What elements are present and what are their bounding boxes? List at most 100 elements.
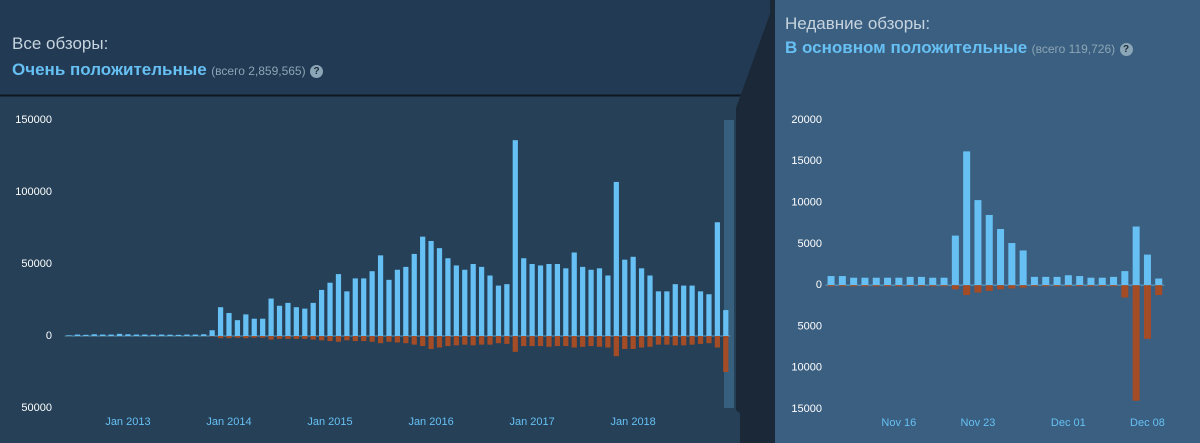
bar	[1132, 285, 1140, 401]
bar	[260, 318, 266, 336]
bar	[940, 277, 948, 286]
bar	[963, 285, 971, 296]
bar	[344, 336, 350, 341]
bar	[537, 336, 544, 347]
bar	[487, 275, 493, 336]
bar	[647, 336, 653, 347]
bar	[985, 285, 993, 291]
bar	[361, 336, 367, 342]
bar	[327, 282, 333, 336]
bar	[529, 336, 535, 347]
bar	[1087, 285, 1095, 287]
help-icon[interactable]: ?	[310, 65, 324, 78]
bar	[369, 336, 375, 342]
y-tick-label: 15000	[791, 403, 822, 415]
bar	[546, 264, 552, 336]
bar	[714, 222, 720, 336]
bar	[697, 291, 704, 336]
bar	[403, 266, 409, 336]
bar	[125, 334, 131, 336]
bar	[394, 269, 401, 336]
bar	[285, 336, 291, 339]
bar	[723, 310, 729, 336]
bar	[706, 294, 712, 336]
bar	[537, 265, 544, 336]
bar	[377, 336, 384, 344]
bar	[638, 336, 645, 348]
bar	[1155, 278, 1163, 286]
bar	[827, 276, 835, 286]
y-tick-label: 10000	[791, 362, 822, 374]
x-tick-label: Jan 2013	[105, 416, 150, 428]
bar	[723, 336, 729, 372]
bar	[1019, 250, 1027, 286]
bar	[226, 312, 232, 336]
bar	[310, 302, 316, 336]
bar	[838, 276, 846, 286]
bar	[1121, 285, 1129, 298]
bar	[411, 253, 417, 336]
bar	[884, 277, 892, 286]
bar	[1110, 285, 1118, 287]
bar	[293, 307, 299, 336]
bar	[1042, 276, 1050, 286]
bar	[436, 248, 443, 336]
bar	[546, 336, 552, 347]
y-tick-label: 100000	[15, 186, 52, 198]
bar	[697, 336, 704, 344]
bar	[226, 336, 232, 339]
x-tick-label: Jan 2017	[509, 416, 554, 428]
bar	[1019, 285, 1027, 288]
bar	[929, 277, 937, 286]
bar	[655, 336, 662, 345]
left-summary: Очень положительные	[12, 60, 207, 79]
bar	[504, 336, 510, 344]
bar	[884, 285, 892, 287]
bar	[217, 336, 224, 339]
bar	[478, 266, 485, 336]
right-header: Недавние обзоры: В основном положительны…	[785, 14, 1165, 59]
bar	[850, 277, 858, 286]
y-tick-label: 15000	[791, 155, 822, 167]
right-total: (всего 119,726)	[1031, 42, 1116, 56]
bar	[940, 285, 948, 287]
bar	[116, 333, 123, 336]
bar	[302, 308, 308, 336]
bar	[605, 275, 611, 336]
bar	[906, 276, 914, 286]
bar	[159, 334, 165, 336]
bar	[1076, 285, 1084, 287]
bar	[997, 285, 1005, 290]
bar	[1053, 276, 1061, 286]
x-tick-label: Jan 2016	[408, 416, 453, 428]
bar	[571, 252, 577, 336]
left-plot-bg	[0, 96, 740, 443]
bar	[571, 336, 577, 348]
left-title: Все обзоры:	[12, 34, 109, 53]
bar	[1143, 254, 1151, 286]
x-tick-label: Jan 2014	[206, 416, 251, 428]
bar	[403, 336, 409, 344]
bar	[647, 275, 653, 336]
x-tick-label: Dec 01	[1051, 417, 1086, 429]
bar	[872, 277, 880, 286]
bar	[521, 336, 527, 347]
bar	[293, 336, 299, 339]
bar	[335, 274, 342, 336]
bar	[394, 336, 401, 343]
bar	[445, 336, 451, 347]
left-header: Все обзоры: Очень положительные (всего 2…	[12, 34, 324, 80]
bar	[872, 285, 880, 287]
bar	[1076, 276, 1084, 286]
bar	[1008, 285, 1016, 289]
y-tick-label: 5000	[798, 238, 822, 250]
bar	[838, 285, 846, 287]
bar	[1053, 285, 1061, 287]
bar	[319, 289, 325, 336]
y-tick-label: 50000	[21, 402, 52, 414]
help-icon[interactable]: ?	[1119, 43, 1133, 56]
bar	[495, 336, 502, 344]
selection-range[interactable]	[724, 120, 734, 408]
bar	[512, 140, 518, 336]
